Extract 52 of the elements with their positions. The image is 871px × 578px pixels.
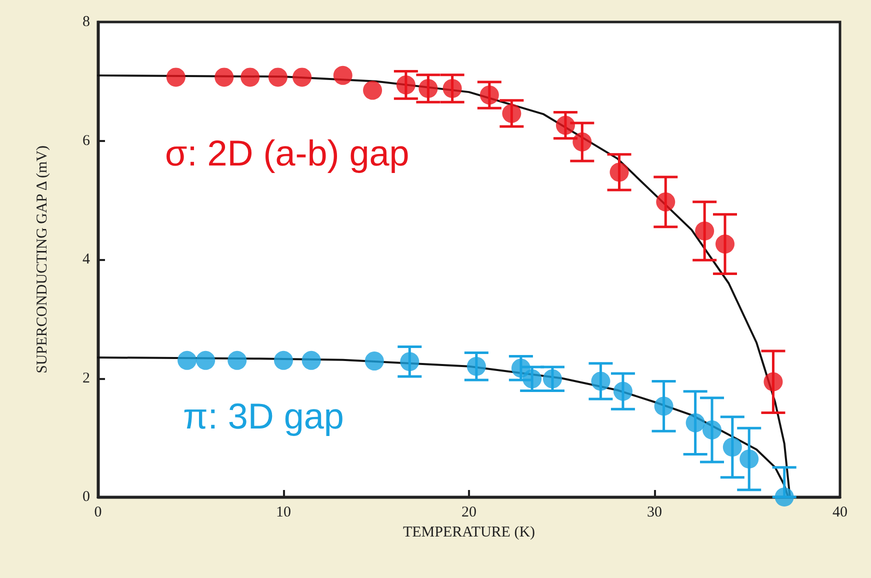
point (333, 66, 352, 85)
point (364, 352, 384, 371)
point (654, 396, 674, 416)
point (764, 372, 783, 392)
point (302, 350, 321, 370)
point (695, 222, 714, 240)
point (511, 358, 530, 378)
point (702, 420, 722, 440)
point (722, 438, 742, 457)
point (292, 68, 312, 87)
point (240, 68, 260, 87)
x-tick-label: 10 (276, 504, 291, 520)
point (178, 350, 197, 370)
point (656, 192, 676, 212)
point (502, 104, 522, 123)
y-axis-title: SUPERCONDUCTING GAP Δ (mV) (34, 146, 50, 374)
point (396, 75, 416, 94)
y-tick-label: 2 (82, 370, 90, 386)
point (480, 86, 499, 105)
y-tick-label: 8 (82, 14, 90, 30)
point (268, 68, 288, 87)
point (610, 162, 629, 182)
series-label: π: 3D gap (183, 396, 344, 436)
x-axis-title: TEMPERATURE (K) (402, 524, 536, 540)
y-tick-label: 0 (82, 489, 90, 505)
point (716, 234, 734, 254)
point (542, 369, 562, 388)
point (228, 350, 247, 370)
point (774, 488, 794, 506)
point (572, 132, 592, 152)
point (400, 352, 420, 372)
point (466, 356, 486, 376)
point (196, 350, 216, 370)
x-tick-label: 30 (647, 504, 662, 520)
point (556, 116, 575, 135)
x-tick-label: 0 (94, 504, 102, 520)
point (740, 450, 759, 468)
point (442, 79, 462, 98)
point (686, 413, 705, 432)
y-tick-label: 6 (82, 132, 90, 149)
point (274, 350, 293, 370)
point (522, 369, 542, 388)
x-tick-label: 40 (832, 504, 848, 520)
y-tick-label: 4 (82, 252, 90, 268)
point (166, 68, 186, 87)
series-label: σ: 2D (a-b) gap (165, 132, 410, 174)
point (214, 68, 234, 87)
point (418, 79, 438, 98)
point (363, 80, 382, 100)
x-tick-label: 20 (462, 504, 476, 520)
point (591, 372, 610, 391)
point (613, 382, 632, 401)
